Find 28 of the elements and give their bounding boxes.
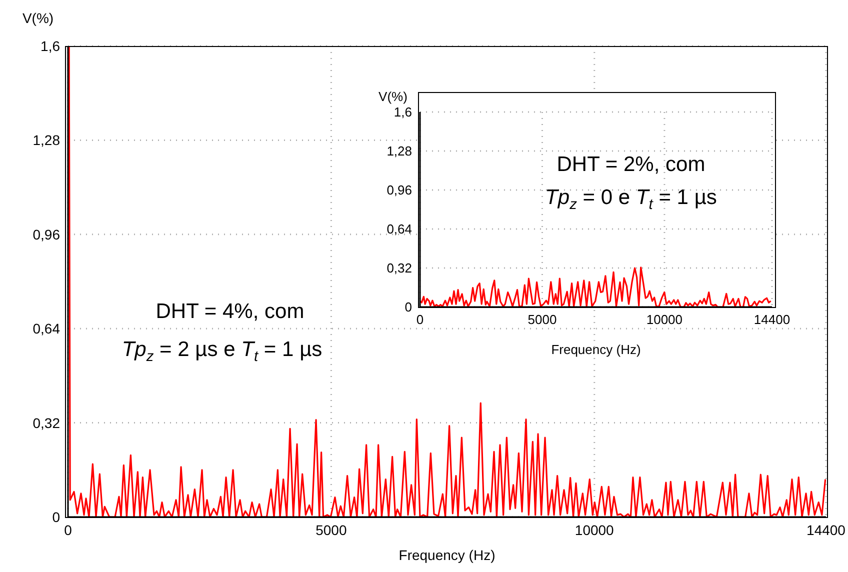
y-tick-label: 1,28 (32, 132, 60, 148)
x-tick-label: 10000 (646, 312, 683, 328)
y-tick-label: 0,96 (32, 226, 60, 242)
x-tick-label: 0 (64, 522, 72, 538)
y-axis-title: V(%) (378, 88, 408, 106)
y-tick-label: 1,28 (386, 144, 412, 159)
x-tick-label: 14400 (754, 312, 790, 328)
x-tick-label: 10000 (574, 522, 614, 538)
x-axis-title: Frequency (Hz) (551, 342, 641, 357)
x-axis-title: Frequency (Hz) (398, 547, 496, 563)
y-tick-label: 0,64 (32, 320, 60, 337)
x-tick-label: 14400 (806, 522, 846, 538)
y-tick-label: 0 (52, 508, 60, 525)
x-tick-label: 0 (416, 312, 424, 328)
y-tick-label: 0 (404, 300, 412, 315)
text: Tp$_{z}$ = 0 e T$_{t}$ = 1 µs (545, 186, 717, 214)
y-axis-title: V(%) (21, 9, 55, 27)
x-tick-label: 5000 (316, 522, 347, 538)
y-tick-label: 0,64 (386, 222, 412, 237)
y-tick-label: 1,6 (394, 104, 412, 120)
y-tick-label: 0,96 (386, 182, 412, 198)
y-tick-label: 0,32 (386, 260, 412, 276)
annotation: DHT = 4%, com (156, 300, 304, 323)
y-tick-label: 0,32 (32, 414, 60, 431)
text: Tp$_{z}$ = 2 µs e T$_{t}$ = 1 µs (122, 338, 322, 366)
annotation: DHT = 2%, com (556, 152, 706, 178)
y-tick-label: 1,6 (40, 38, 60, 54)
x-tick-label: 5000 (528, 312, 557, 328)
